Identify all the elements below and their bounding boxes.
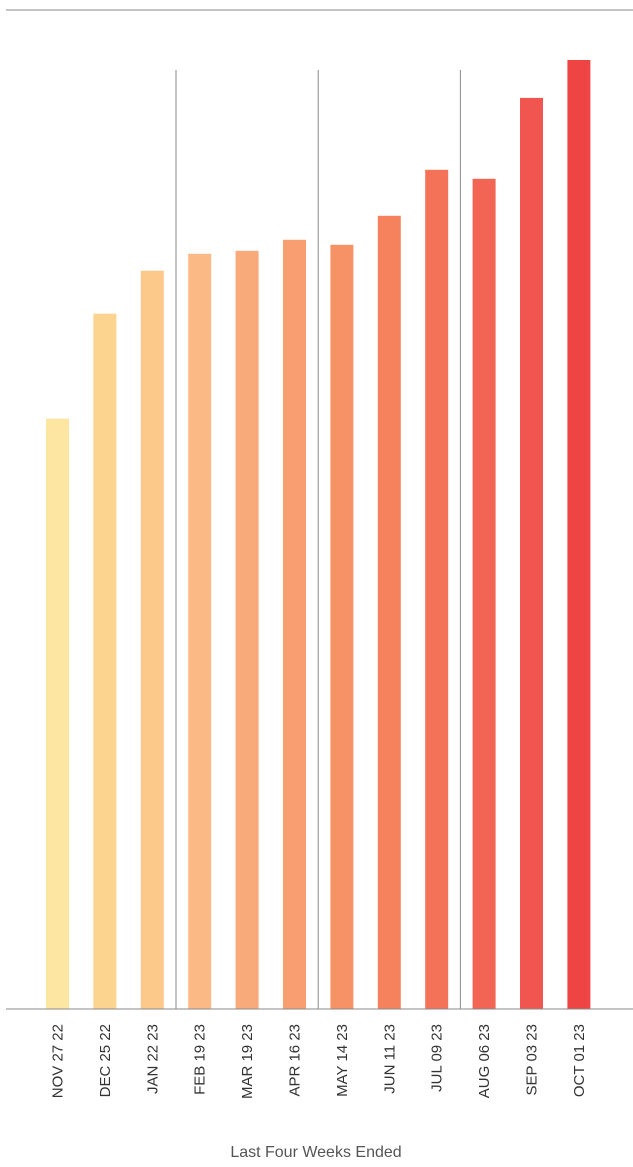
x-tick-label: APR 16 23	[287, 1024, 304, 1097]
bar-jul-09-23	[425, 169, 449, 1010]
x-tick-label: SEP 03 23	[524, 1024, 541, 1095]
x-tick-label: DEC 25 22	[97, 1024, 114, 1097]
bar-may-14-23	[330, 244, 354, 1010]
bar-aug-06-23	[472, 178, 496, 1010]
bar-mar-19-23	[235, 250, 259, 1010]
x-tick-labels: NOV 27 22 DEC 25 22 JAN 22 23 FEB 19 23 MAR …	[50, 1024, 588, 1099]
bar-series	[46, 60, 591, 1010]
bar-nov-27-22	[46, 418, 69, 1010]
x-tick-label: JUL 09 23	[429, 1024, 446, 1092]
x-tick-label: FEB 19 23	[192, 1024, 209, 1095]
group-separators	[175, 70, 461, 1009]
x-tick-label: JAN 22 23	[144, 1024, 161, 1094]
bar-jan-22-23	[140, 270, 164, 1009]
x-tick-label: JUN 11 23	[381, 1024, 398, 1094]
x-axis-title: Last Four Weeks Ended	[230, 1144, 401, 1161]
bar-dec-25-22	[93, 313, 117, 1009]
x-tick-label: MAR 19 23	[239, 1024, 256, 1099]
x-tick-label: NOV 27 22	[50, 1024, 67, 1098]
bar-sep-03-23	[520, 97, 543, 1009]
x-tick-label: MAY 14 23	[334, 1024, 351, 1097]
bar-feb-19-23	[188, 253, 212, 1010]
bar-apr-16-23	[283, 239, 306, 1010]
bar-oct-01-23	[567, 60, 591, 1009]
x-tick-label: AUG 06 23	[476, 1024, 493, 1098]
x-tick-label: OCT 01 23	[571, 1024, 588, 1097]
bar-jun-11-23	[377, 215, 401, 1010]
